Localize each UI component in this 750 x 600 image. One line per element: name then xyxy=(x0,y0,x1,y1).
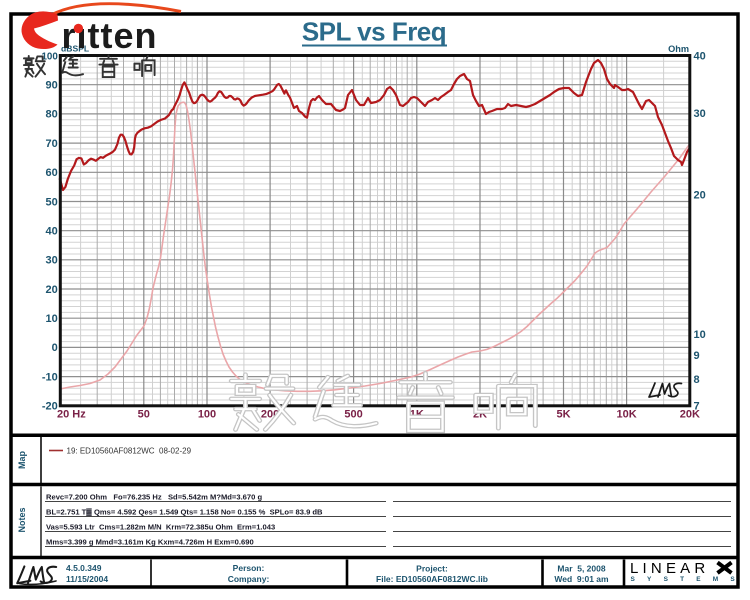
svg-text:Person:: Person: xyxy=(233,563,265,573)
svg-text:Mar 5, 2008: Mar 5, 2008 xyxy=(557,564,605,574)
svg-text:19: ED10560AF0812WC 08-02-29: 19: ED10560AF0812WC 08-02-29 xyxy=(67,447,192,456)
svg-text:100: 100 xyxy=(41,51,58,62)
svg-text:20K: 20K xyxy=(680,409,700,421)
svg-text:File: ED10560AF0812WC.lib: File: ED10560AF0812WC.lib xyxy=(376,574,488,584)
svg-text:10: 10 xyxy=(46,313,58,325)
svg-text:-20: -20 xyxy=(42,401,58,413)
svg-text:Ohm: Ohm xyxy=(668,44,689,54)
svg-text:30: 30 xyxy=(694,108,706,120)
svg-text:SPL vs Freq: SPL vs Freq xyxy=(302,17,446,47)
svg-text:70: 70 xyxy=(46,138,58,150)
svg-text:20: 20 xyxy=(46,284,58,296)
svg-text:Wed 9:01 am: Wed 9:01 am xyxy=(554,574,609,584)
svg-text:5K: 5K xyxy=(556,409,570,421)
svg-text:Company:: Company: xyxy=(228,574,270,584)
svg-text:SYSTEMS: SYSTEMS xyxy=(631,576,747,583)
svg-text:Notes: Notes xyxy=(17,507,27,532)
svg-text:10: 10 xyxy=(694,329,706,341)
svg-text:4.5.0.349: 4.5.0.349 xyxy=(66,563,102,573)
svg-text:11/15/2004: 11/15/2004 xyxy=(66,574,108,584)
svg-text:dBSPL: dBSPL xyxy=(61,43,89,53)
svg-text:60: 60 xyxy=(46,167,58,179)
svg-text:50: 50 xyxy=(138,409,150,421)
svg-text:80: 80 xyxy=(46,109,58,121)
svg-text:30: 30 xyxy=(46,255,58,267)
svg-text:8: 8 xyxy=(694,374,700,386)
svg-text:50: 50 xyxy=(46,196,58,208)
svg-text:Vas=5.593 Ltr Cms=1.282m M/N: Vas=5.593 Ltr Cms=1.282m M/N Krm=72.385u… xyxy=(46,523,275,532)
svg-text:-10: -10 xyxy=(42,371,58,383)
svg-text:Map: Map xyxy=(17,450,27,469)
svg-text:BL=2.751 T▓ Qms= 4.592 Qes= 1.: BL=2.751 T▓ Qms= 4.592 Qes= 1.549 Qts= 1… xyxy=(46,508,323,518)
svg-text:0: 0 xyxy=(52,342,58,354)
svg-text:10K: 10K xyxy=(617,409,637,421)
svg-text:Mms=3.399 g Mmd=3.161m Kg Kxm=: Mms=3.399 g Mmd=3.161m Kg Kxm=4.726m H E… xyxy=(46,538,254,547)
svg-text:Revc=7.200 Ohm Fo=76.235 Hz: Revc=7.200 Ohm Fo=76.235 Hz Sd=5.542m M?… xyxy=(46,493,262,502)
svg-text:40: 40 xyxy=(694,50,706,62)
svg-text:500: 500 xyxy=(344,409,362,421)
svg-text:rıtten: rıtten xyxy=(62,15,158,56)
svg-text:Project:: Project: xyxy=(416,564,448,574)
svg-text:100: 100 xyxy=(198,409,216,421)
svg-text:20: 20 xyxy=(694,190,706,202)
svg-text:40: 40 xyxy=(46,226,58,238)
svg-text:9: 9 xyxy=(694,350,700,362)
svg-text:90: 90 xyxy=(46,80,58,92)
svg-text:7: 7 xyxy=(694,401,700,413)
svg-text:20 Hz: 20 Hz xyxy=(57,409,86,421)
svg-text:LINEAR: LINEAR xyxy=(630,560,709,577)
